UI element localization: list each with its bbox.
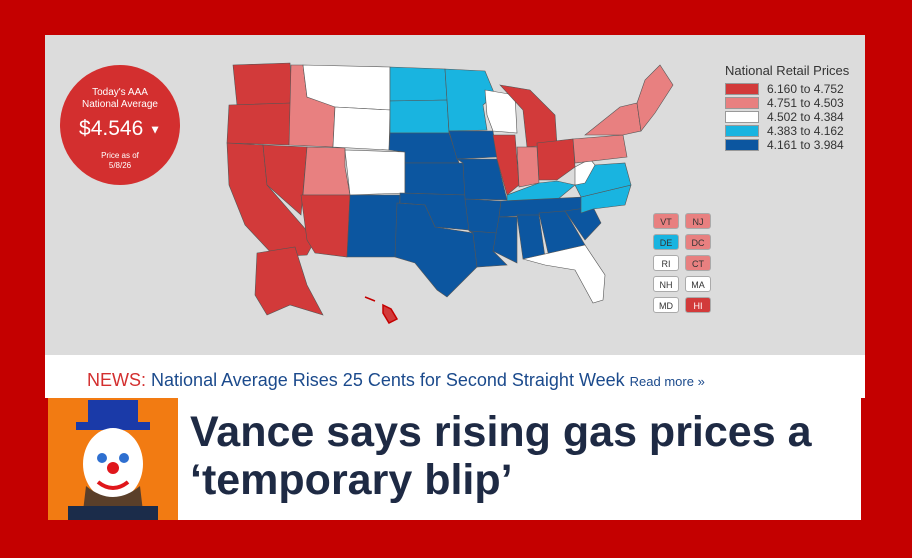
- state-texas[interactable]: [394, 202, 478, 298]
- legend-swatch: [725, 83, 759, 95]
- small-state-de[interactable]: DE: [653, 234, 679, 250]
- read-more-link[interactable]: Read more »: [629, 374, 705, 389]
- caret-down-icon: ▼: [149, 122, 161, 137]
- state-new-mexico[interactable]: [346, 194, 401, 258]
- small-state-md[interactable]: MD: [653, 297, 679, 313]
- clown-portrait-illustration: [48, 398, 178, 520]
- state-ohio[interactable]: [536, 138, 576, 181]
- small-state-nj[interactable]: NJ: [685, 213, 711, 229]
- small-state-hi[interactable]: HI: [685, 297, 711, 313]
- legend-label: 4.161 to 3.984: [767, 138, 844, 152]
- price-legend: National Retail Prices 6.160 to 4.752 4.…: [725, 63, 849, 152]
- state-south-dakota[interactable]: [389, 99, 450, 134]
- small-state-ma[interactable]: MA: [685, 276, 711, 292]
- legend-title: National Retail Prices: [725, 63, 850, 78]
- state-utah[interactable]: [302, 146, 351, 196]
- state-hawaii[interactable]: [364, 296, 399, 324]
- state-arkansas[interactable]: [464, 198, 502, 234]
- clown-portrait-image: [48, 398, 178, 520]
- state-kansas[interactable]: [404, 162, 466, 196]
- price-date: 5/8/26: [108, 161, 132, 170]
- us-map: [226, 62, 674, 324]
- state-north-dakota[interactable]: [389, 66, 448, 102]
- state-florida[interactable]: [522, 244, 606, 304]
- article-headline[interactable]: Vance says rising gas prices a ‘temporar…: [190, 408, 812, 504]
- state-pennsylvania[interactable]: [572, 134, 628, 164]
- state-mississippi[interactable]: [492, 216, 518, 264]
- legend-swatch: [725, 125, 759, 137]
- badge-title-line2: National Average: [82, 99, 158, 110]
- legend-label: 6.160 to 4.752: [767, 82, 844, 96]
- legend-swatch: [725, 139, 759, 151]
- news-headline-link[interactable]: National Average Rises 25 Cents for Seco…: [151, 370, 625, 390]
- state-colorado[interactable]: [344, 149, 406, 196]
- news-keyword: NEWS:: [87, 370, 147, 390]
- badge-title-line1: Today's AAA: [92, 87, 148, 98]
- legend-row: 6.160 to 4.752: [725, 82, 849, 96]
- legend-row: 4.383 to 4.162: [725, 124, 849, 138]
- state-alaska[interactable]: [254, 246, 324, 316]
- legend-label: 4.751 to 4.503: [767, 96, 844, 110]
- news-bar: NEWS: National Average Rises 25 Cents fo…: [45, 355, 865, 398]
- national-average-price: $4.546 ▼: [79, 117, 161, 140]
- legend-swatch: [725, 111, 759, 123]
- state-oregon[interactable]: [226, 102, 292, 146]
- state-washington[interactable]: [232, 62, 294, 106]
- national-average-badge[interactable]: Today's AAA National Average $4.546 ▼ Pr…: [60, 65, 180, 185]
- small-state-ri[interactable]: RI: [653, 255, 679, 271]
- state-illinois[interactable]: [492, 134, 520, 196]
- state-wyoming[interactable]: [332, 106, 391, 151]
- state-missouri[interactable]: [456, 158, 508, 201]
- small-state-vt[interactable]: VT: [653, 213, 679, 229]
- article-headline-panel: Vance says rising gas prices a ‘temporar…: [178, 398, 861, 520]
- state-indiana[interactable]: [516, 146, 540, 188]
- legend-row: 4.161 to 3.984: [725, 138, 849, 152]
- small-state-dc[interactable]: DC: [685, 234, 711, 250]
- price-as-of-label: Price as of: [101, 151, 139, 160]
- gas-price-map-panel: Today's AAA National Average $4.546 ▼ Pr…: [45, 35, 865, 355]
- state-iowa[interactable]: [448, 130, 498, 160]
- legend-row: 4.502 to 4.384: [725, 110, 849, 124]
- state-new-england[interactable]: [636, 64, 674, 132]
- small-state-nh[interactable]: NH: [653, 276, 679, 292]
- legend-row: 4.751 to 4.503: [725, 96, 849, 110]
- state-arizona[interactable]: [300, 194, 351, 258]
- legend-label: 4.502 to 4.384: [767, 110, 844, 124]
- small-state-ct[interactable]: CT: [685, 255, 711, 271]
- state-new-york[interactable]: [584, 102, 642, 136]
- legend-swatch: [725, 97, 759, 109]
- state-nevada[interactable]: [262, 144, 308, 216]
- legend-label: 4.383 to 4.162: [767, 124, 844, 138]
